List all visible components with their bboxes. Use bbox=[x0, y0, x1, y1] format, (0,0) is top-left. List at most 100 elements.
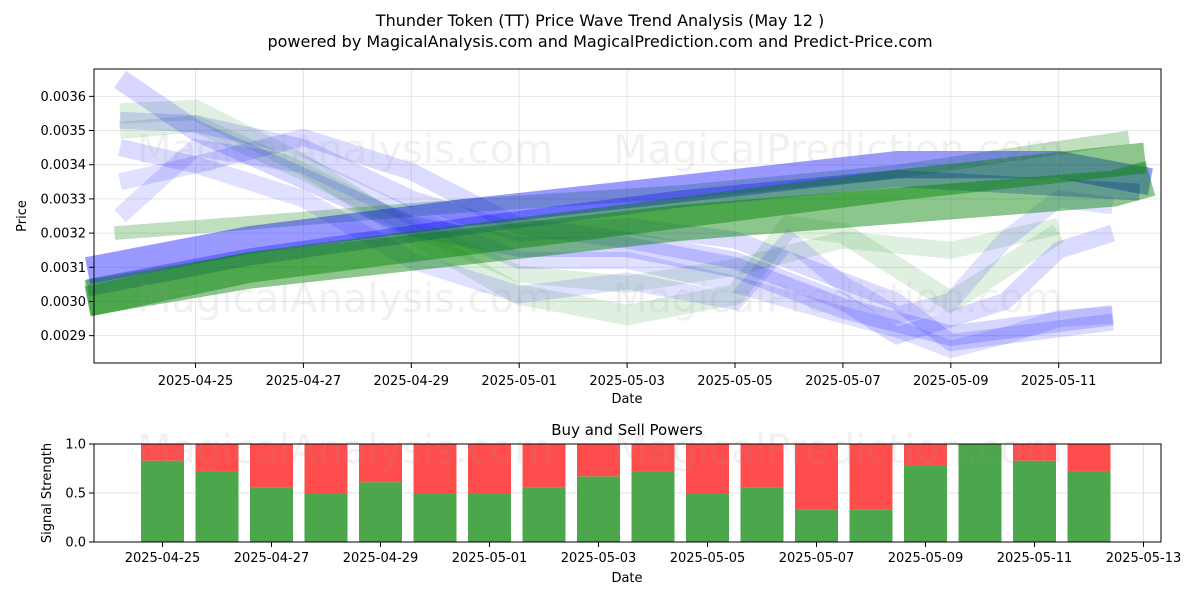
power-y-tick-label: 1.0 bbox=[65, 438, 86, 453]
price-wave-band-1 bbox=[84, 142, 1147, 317]
price-y-tick-label: 0.0032 bbox=[41, 227, 87, 242]
buy-bar bbox=[250, 487, 293, 542]
price-y-ticks: 0.0029 0.0030 0.0031 0.0032 0.0033 0.0034 0.00… bbox=[41, 90, 94, 344]
power-x-tick-label: 2025-05-05 bbox=[670, 551, 746, 566]
price-y-tick-label: 0.0034 bbox=[41, 158, 87, 173]
power-chart: MagicalAnalysis.com MagicalPrediction.co… bbox=[40, 421, 1181, 586]
sell-bar bbox=[849, 444, 893, 510]
power-bars bbox=[141, 444, 1111, 542]
price-x-tick-label: 2025-04-27 bbox=[266, 374, 342, 389]
buy-bar bbox=[740, 487, 784, 542]
buy-bar bbox=[413, 493, 457, 542]
price-y-tick-label: 0.0036 bbox=[41, 90, 87, 105]
sell-bar bbox=[304, 444, 348, 493]
watermark-prediction-power: MagicalPrediction.com bbox=[613, 427, 1063, 473]
buy-bar bbox=[141, 460, 184, 542]
watermark-analysis-power: MagicalAnalysis.com bbox=[137, 427, 553, 473]
power-chart-title: Buy and Sell Powers bbox=[551, 421, 703, 439]
price-wave-band-4 bbox=[86, 169, 1141, 297]
price-x-tick-label: 2025-05-01 bbox=[481, 374, 557, 389]
sell-bar bbox=[795, 444, 838, 510]
watermark-prediction-bottom: MagicalPrediction.com bbox=[613, 276, 1063, 322]
power-x-tick-label: 2025-05-13 bbox=[1106, 551, 1182, 566]
price-wave-band-11 bbox=[114, 138, 1114, 359]
buy-bar bbox=[904, 465, 947, 542]
power-x-tick-label: 2025-05-11 bbox=[997, 551, 1073, 566]
buy-bar bbox=[577, 476, 620, 542]
figure-title-line1: Thunder Token (TT) Price Wave Trend Anal… bbox=[375, 11, 824, 30]
buy-bar bbox=[195, 471, 239, 542]
price-y-label: Price bbox=[15, 200, 30, 232]
power-y-ticks: 0.0 0.5 1.0 bbox=[65, 438, 94, 551]
price-watermarks: MagicalAnalysis.com MagicalPrediction.co… bbox=[137, 127, 1063, 322]
sell-bar bbox=[195, 444, 239, 472]
sell-bar bbox=[250, 444, 293, 488]
sell-bar bbox=[1013, 444, 1056, 461]
price-x-label: Date bbox=[611, 392, 642, 407]
price-wave-band-8 bbox=[119, 111, 1114, 352]
buy-bar bbox=[631, 471, 675, 542]
sell-bar bbox=[468, 444, 511, 493]
power-x-tick-label: 2025-05-09 bbox=[888, 551, 964, 566]
power-watermarks: MagicalAnalysis.com MagicalPrediction.co… bbox=[137, 427, 1063, 473]
watermark-analysis-bottom: MagicalAnalysis.com bbox=[137, 276, 553, 322]
sell-bar bbox=[1067, 444, 1111, 472]
price-y-tick-label: 0.0031 bbox=[41, 261, 87, 276]
power-x-label: Date bbox=[611, 571, 642, 586]
sell-bar bbox=[740, 444, 784, 488]
buy-bar bbox=[1013, 460, 1056, 542]
power-x-tick-label: 2025-04-29 bbox=[343, 551, 419, 566]
price-x-tick-label: 2025-04-29 bbox=[374, 374, 450, 389]
watermark-analysis-top: MagicalAnalysis.com bbox=[137, 127, 553, 173]
price-x-tick-label: 2025-04-25 bbox=[158, 374, 234, 389]
power-x-tick-label: 2025-04-27 bbox=[234, 551, 310, 566]
price-x-tick-label: 2025-05-09 bbox=[913, 374, 989, 389]
power-x-tick-label: 2025-05-01 bbox=[452, 551, 528, 566]
price-wave-band-3 bbox=[85, 151, 1153, 285]
price-grid bbox=[94, 69, 1161, 363]
price-y-tick-label: 0.0030 bbox=[41, 295, 87, 310]
price-wave-band-0 bbox=[84, 161, 1156, 316]
price-wave-band-5 bbox=[119, 99, 1065, 326]
sell-bar bbox=[522, 444, 566, 488]
power-x-tick-label: 2025-05-03 bbox=[561, 551, 637, 566]
buy-bar bbox=[795, 509, 838, 542]
sell-bar bbox=[686, 444, 729, 493]
price-wave-band-6 bbox=[119, 114, 1061, 294]
price-x-tick-label: 2025-05-05 bbox=[697, 374, 773, 389]
power-y-label: Signal Strength bbox=[40, 443, 55, 543]
price-y-tick-label: 0.0029 bbox=[41, 329, 87, 344]
price-y-tick-label: 0.0035 bbox=[41, 124, 87, 139]
figure-title-line2: powered by MagicalAnalysis.com and Magic… bbox=[267, 32, 932, 51]
price-wave-band-9 bbox=[118, 128, 1116, 346]
price-wave-band-7 bbox=[114, 70, 1114, 347]
sell-bar bbox=[413, 444, 457, 493]
price-x-tick-label: 2025-05-03 bbox=[589, 374, 665, 389]
buy-bar bbox=[686, 493, 729, 542]
buy-bar bbox=[304, 493, 348, 542]
price-x-ticks: 2025-04-25 2025-04-27 2025-04-29 2025-05-01… bbox=[158, 363, 1097, 389]
power-x-tick-label: 2025-04-25 bbox=[125, 551, 201, 566]
price-x-tick-label: 2025-05-07 bbox=[805, 374, 881, 389]
buy-bar bbox=[958, 444, 1002, 542]
price-y-tick-label: 0.0033 bbox=[41, 192, 87, 207]
price-bands bbox=[84, 70, 1156, 359]
sell-bar bbox=[631, 444, 675, 472]
sell-bar bbox=[904, 444, 947, 466]
power-x-tick-label: 2025-05-07 bbox=[779, 551, 855, 566]
buy-bar bbox=[849, 509, 893, 542]
power-x-ticks: 2025-04-25 2025-04-27 2025-04-29 2025-05-01… bbox=[125, 542, 1182, 566]
buy-bar bbox=[522, 487, 566, 542]
buy-bar bbox=[468, 493, 511, 542]
watermark-prediction-top: MagicalPrediction.com bbox=[613, 127, 1063, 173]
buy-bar bbox=[1067, 471, 1111, 542]
power-y-tick-label: 0.0 bbox=[65, 536, 86, 551]
price-wave-band-10 bbox=[118, 155, 1114, 325]
buy-bar bbox=[359, 482, 402, 542]
sell-bar bbox=[141, 444, 184, 461]
sell-bar bbox=[359, 444, 402, 483]
price-chart: MagicalAnalysis.com MagicalPrediction.co… bbox=[15, 68, 1162, 407]
price-x-tick-label: 2025-05-11 bbox=[1021, 374, 1097, 389]
price-wave-band-2 bbox=[114, 130, 1130, 240]
